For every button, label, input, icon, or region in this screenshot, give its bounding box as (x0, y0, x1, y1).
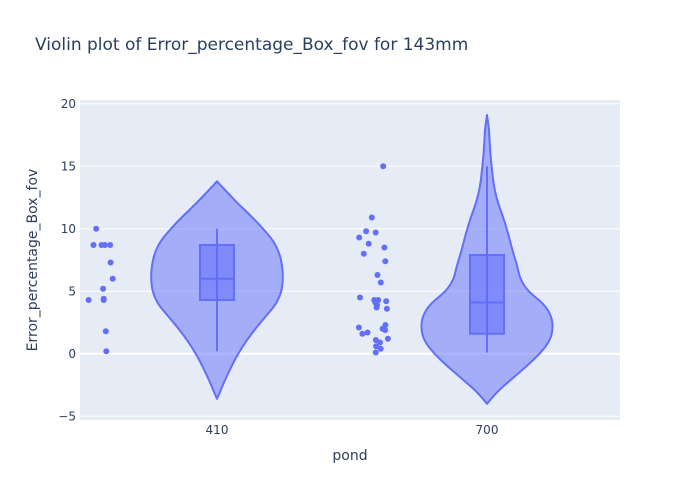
data-point (373, 343, 380, 350)
data-point (371, 297, 378, 303)
data-point (109, 275, 116, 282)
x-tick-label: 700 (476, 423, 499, 437)
data-point (100, 285, 107, 292)
data-point (380, 163, 387, 170)
data-point (382, 327, 389, 333)
data-point (377, 345, 384, 352)
y-tick-label: 5 (68, 284, 76, 298)
y-tick-label: 15 (61, 159, 76, 173)
data-point (381, 244, 388, 251)
data-point (383, 305, 390, 312)
data-point (372, 349, 379, 356)
data-point (107, 242, 114, 248)
data-point (357, 294, 363, 301)
data-point (373, 304, 380, 311)
data-point (356, 234, 363, 241)
x-axis-title: pond (332, 448, 367, 464)
violins (150, 114, 554, 405)
data-point (377, 279, 384, 286)
data-point (90, 242, 97, 248)
box-700 (469, 254, 505, 335)
data-point (93, 225, 100, 232)
y-tick-label: −5 (58, 409, 76, 423)
data-point (359, 330, 366, 337)
x-tick-label: 410 (206, 423, 229, 437)
data-point (368, 214, 375, 221)
y-tick-labels: −5 0 5 10 15 20 (58, 97, 76, 424)
data-point (377, 339, 383, 346)
data-point (107, 259, 114, 266)
data-point (100, 295, 107, 302)
data-point (374, 272, 381, 278)
y-axis-title: Error_percentage_Box_fov (25, 169, 41, 352)
data-point (384, 335, 391, 342)
box-410 (199, 244, 235, 301)
data-point (365, 240, 372, 247)
data-point (372, 229, 379, 236)
data-point (360, 250, 367, 257)
data-point (382, 258, 389, 265)
data-point (364, 329, 371, 336)
data-point (383, 298, 390, 305)
y-tick-label: 10 (61, 222, 76, 236)
data-points (85, 163, 391, 356)
data-point (355, 324, 362, 331)
data-point (363, 228, 370, 235)
data-point (85, 297, 92, 303)
data-point (98, 242, 105, 248)
data-point (103, 348, 110, 355)
chart-title: Violin plot of Error_percentage_Box_fov … (35, 35, 468, 55)
data-point (102, 328, 109, 335)
y-tick-label: 0 (68, 347, 76, 361)
y-tick-label: 20 (61, 97, 76, 111)
x-tick-labels: 410 700 (206, 423, 499, 437)
